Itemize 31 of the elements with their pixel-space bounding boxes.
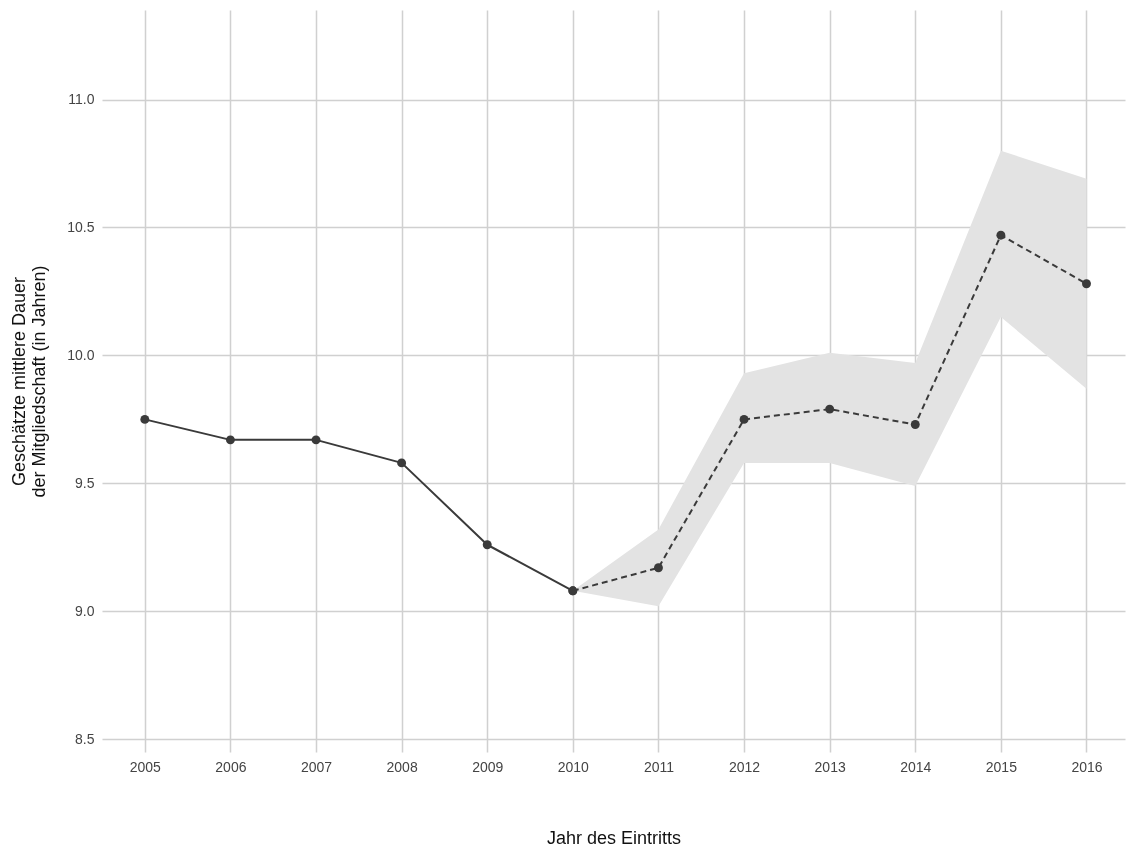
point xyxy=(653,563,663,573)
x-tick-label: 2009 xyxy=(472,758,504,775)
point xyxy=(739,414,749,424)
point xyxy=(1082,279,1091,289)
point xyxy=(996,230,1006,240)
x-tick-label: 2014 xyxy=(900,758,932,775)
x-tick-label: 2006 xyxy=(215,758,247,775)
x-tick-label: 2015 xyxy=(985,758,1018,775)
point xyxy=(397,458,407,468)
point xyxy=(482,540,492,550)
y-tick-label: 9.0 xyxy=(75,602,95,619)
x-tick-label: 2005 xyxy=(129,758,162,775)
y-tick-label: 9.5 xyxy=(75,474,95,491)
x-axis-title: Jahr des Eintritts xyxy=(546,827,682,848)
x-tick-label: 2008 xyxy=(386,758,418,775)
point xyxy=(225,435,235,445)
x-tick-label: 2016 xyxy=(1071,758,1103,775)
y-tick-label: 10.5 xyxy=(67,218,95,235)
x-tick-label: 2010 xyxy=(557,758,590,775)
x-tick-label: 2011 xyxy=(643,758,675,775)
y-tick-label: 10.0 xyxy=(67,346,95,363)
y-axis-title: Geschätzte mittlere Dauer der Mitgliedschaft (in Jahren) xyxy=(9,265,50,498)
y-tick-label: 8.5 xyxy=(75,730,95,747)
point xyxy=(311,435,321,445)
point xyxy=(825,404,835,414)
point xyxy=(910,420,920,429)
point xyxy=(140,414,150,424)
x-tick-label: 2013 xyxy=(814,758,846,775)
x-tick-label: 2012 xyxy=(728,758,761,775)
x-tick-label: 2007 xyxy=(300,758,333,775)
y-tick-label: 11.0 xyxy=(68,91,95,108)
